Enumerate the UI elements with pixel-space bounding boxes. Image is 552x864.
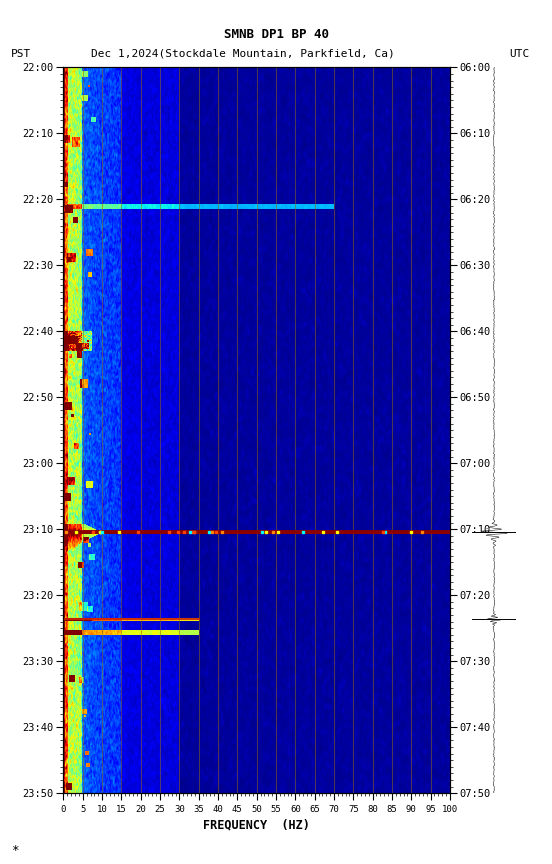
Text: SMNB DP1 BP 40: SMNB DP1 BP 40: [224, 29, 328, 41]
Text: *: *: [11, 843, 19, 856]
Text: UTC: UTC: [509, 48, 530, 59]
Text: PST: PST: [11, 48, 31, 59]
Text: Dec 1,2024(Stockdale Mountain, Parkfield, Ca): Dec 1,2024(Stockdale Mountain, Parkfield…: [91, 48, 395, 59]
X-axis label: FREQUENCY  (HZ): FREQUENCY (HZ): [203, 818, 310, 831]
